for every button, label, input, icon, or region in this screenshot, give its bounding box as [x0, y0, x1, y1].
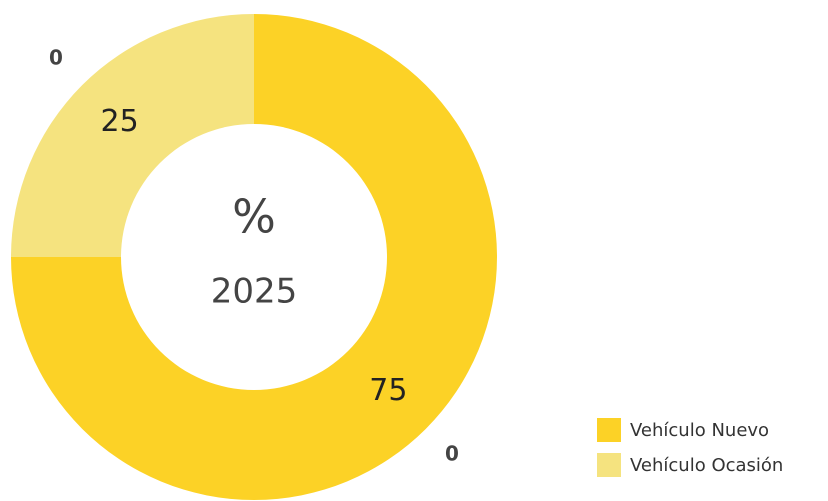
center-symbol: %: [232, 190, 276, 244]
center-label: 2025: [211, 272, 298, 312]
legend-label: Vehículo Ocasión: [630, 455, 783, 476]
legend-label: Vehículo Nuevo: [630, 420, 769, 441]
legend-swatch: [597, 418, 621, 442]
outer-label: 0: [49, 46, 63, 70]
legend-swatch: [597, 453, 621, 477]
outer-label: 0: [445, 441, 459, 465]
donut-segment: [11, 14, 497, 500]
donut-segment: [11, 14, 254, 257]
data-label: 75: [369, 373, 407, 408]
data-label: 25: [101, 104, 139, 139]
